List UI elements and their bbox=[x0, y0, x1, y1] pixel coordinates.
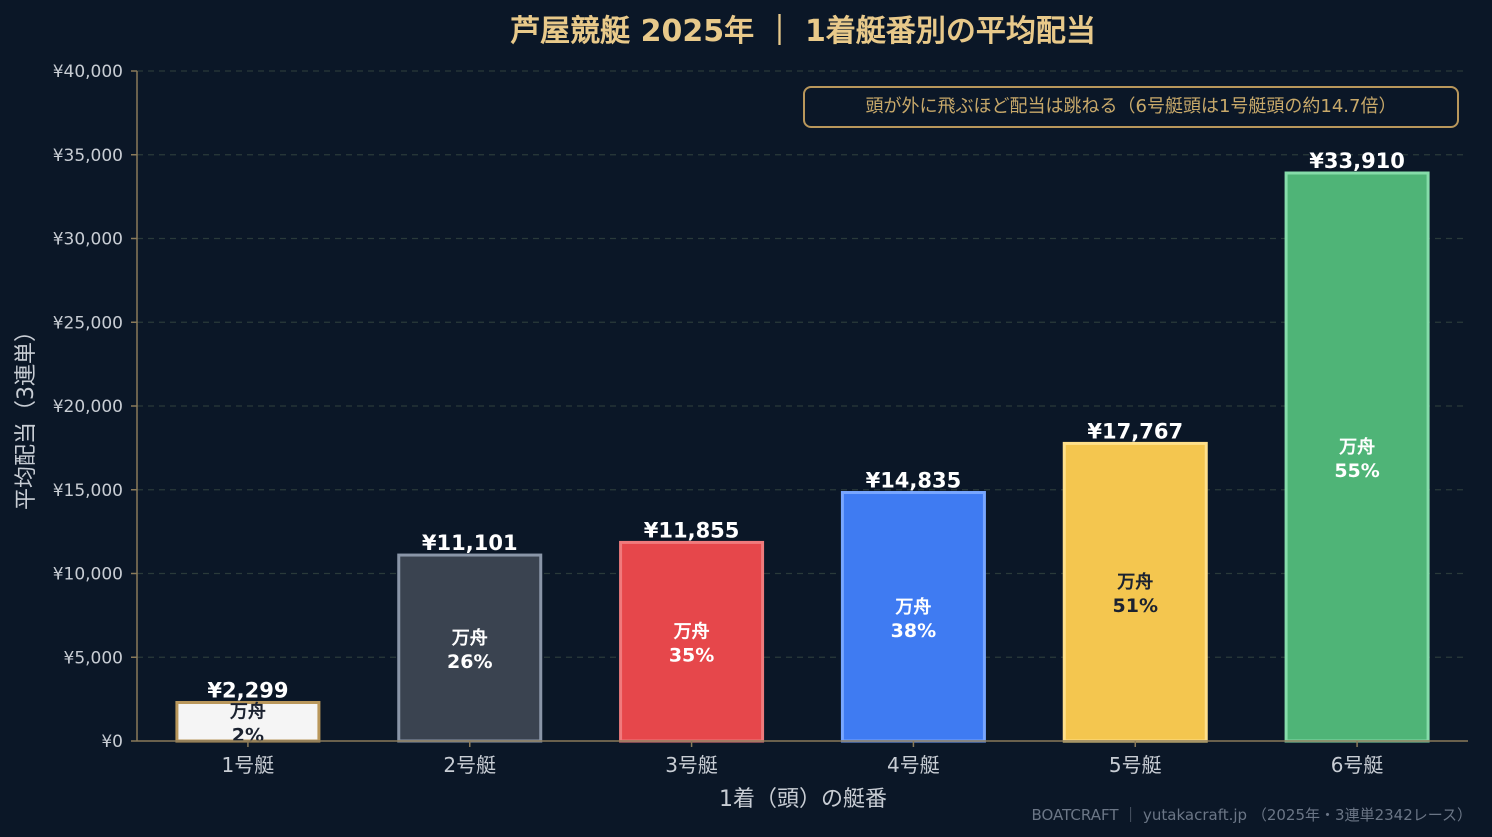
bars: ¥2,299万舟2%¥11,101万舟26%¥11,855万舟35%¥14,83… bbox=[175, 149, 1430, 747]
y-tick-label: ¥30,000 bbox=[53, 230, 123, 250]
y-tick-label: ¥20,000 bbox=[53, 397, 123, 417]
y-tick-label: ¥25,000 bbox=[53, 313, 123, 333]
bar bbox=[175, 700, 321, 743]
footer-credit: BOATCRAFT ｜ yutakacraft.jp （2025年・3連単234… bbox=[1031, 806, 1472, 824]
bar-value-label: ¥17,767 bbox=[1087, 419, 1183, 443]
bar bbox=[1284, 171, 1430, 743]
x-tick-label: 2号艇 bbox=[443, 753, 496, 777]
bar bbox=[840, 491, 986, 743]
y-tick-label: ¥15,000 bbox=[53, 481, 123, 501]
bar-manshu-rate: 55% bbox=[1334, 460, 1379, 482]
bar-value-label: ¥33,910 bbox=[1309, 149, 1405, 173]
x-tick-label: 3号艇 bbox=[665, 753, 718, 777]
y-axis: ¥0 ¥5,000 ¥10,000 ¥15,000 ¥20,000 ¥25,000 ¥30,… bbox=[53, 62, 138, 752]
x-axis-label: 1着（頭）の艇番 bbox=[719, 787, 887, 812]
annotation-box: 頭が外に飛ぶほど配当は跳ねる（6号艇頭は1号艇頭の約14.7倍） bbox=[803, 86, 1459, 128]
y-tick-label: ¥40,000 bbox=[53, 62, 123, 82]
bar-manshu-rate: 35% bbox=[669, 645, 714, 667]
bar bbox=[619, 540, 765, 743]
chart-title: 芦屋競艇 2025年 ｜ 1着艇番別の平均配当 bbox=[510, 14, 1096, 49]
bar-manshu-rate: 26% bbox=[447, 651, 492, 673]
y-axis-label: 平均配当（3連単） bbox=[14, 320, 39, 510]
x-tick-label: 6号艇 bbox=[1331, 753, 1384, 777]
bar-manshu-rate: 51% bbox=[1113, 595, 1158, 617]
y-tick-label: ¥10,000 bbox=[53, 565, 123, 585]
grid-lines bbox=[137, 70, 1468, 658]
bar bbox=[1062, 441, 1208, 743]
y-tick-label: ¥0 bbox=[101, 732, 123, 752]
bar-value-label: ¥11,855 bbox=[644, 518, 740, 542]
y-tick-label: ¥5,000 bbox=[64, 648, 123, 668]
y-tick-label: ¥35,000 bbox=[53, 146, 123, 166]
bar-value-label: ¥2,299 bbox=[207, 678, 288, 702]
bar-inner-label: 万舟 bbox=[894, 596, 931, 618]
bar-inner-label: 万舟 bbox=[1116, 571, 1153, 593]
bar-value-label: ¥11,101 bbox=[422, 531, 518, 555]
bar bbox=[397, 553, 543, 743]
bar-inner-label: 万舟 bbox=[1338, 436, 1375, 458]
x-tick-label: 5号艇 bbox=[1109, 753, 1162, 777]
bar-value-label: ¥14,835 bbox=[866, 469, 962, 493]
bar-inner-label: 万舟 bbox=[229, 701, 266, 723]
bar-inner-label: 万舟 bbox=[673, 621, 710, 643]
x-axis: 1号艇 2号艇 3号艇 4号艇 5号艇 6号艇 bbox=[137, 740, 1468, 777]
bar-manshu-rate: 38% bbox=[891, 620, 936, 642]
x-tick-label: 4号艇 bbox=[887, 753, 940, 777]
bar-inner-label: 万舟 bbox=[451, 627, 488, 649]
x-tick-label: 1号艇 bbox=[222, 753, 275, 777]
